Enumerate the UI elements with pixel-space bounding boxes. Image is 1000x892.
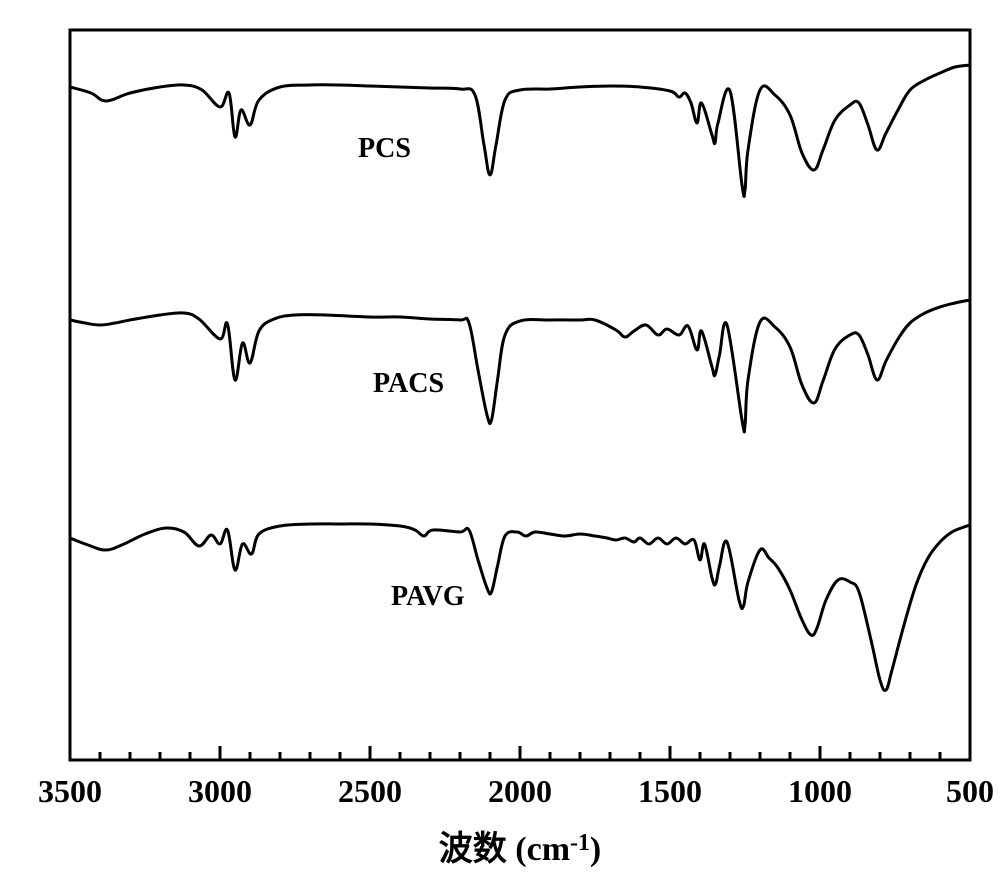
x-tick-label: 1000 bbox=[788, 773, 852, 809]
x-axis-label: 波数 (cm-1) bbox=[439, 830, 601, 868]
x-tick-label: 3500 bbox=[38, 773, 102, 809]
series-label-PAVG: PAVG bbox=[391, 581, 465, 612]
x-tick-label: 3000 bbox=[188, 773, 252, 809]
spectrum-PCS bbox=[70, 65, 970, 197]
series-label-PCS: PCS bbox=[358, 133, 411, 164]
x-tick-label: 1500 bbox=[638, 773, 702, 809]
x-tick-label: 2500 bbox=[338, 773, 402, 809]
spectrum-PACS bbox=[70, 300, 970, 432]
series-label-PACS: PACS bbox=[373, 368, 444, 399]
x-tick-label: 2000 bbox=[488, 773, 552, 809]
ir-spectra-chart: 3500 3000 2500 2000 1500 1000 500 波数 (cm-1) PCS P… bbox=[0, 0, 1000, 892]
x-tick-label: 500 bbox=[946, 773, 994, 809]
spectrum-PAVG bbox=[70, 524, 970, 691]
chart-svg: 3500 3000 2500 2000 1500 1000 500 波数 (cm-1) PCS P… bbox=[0, 0, 1000, 892]
